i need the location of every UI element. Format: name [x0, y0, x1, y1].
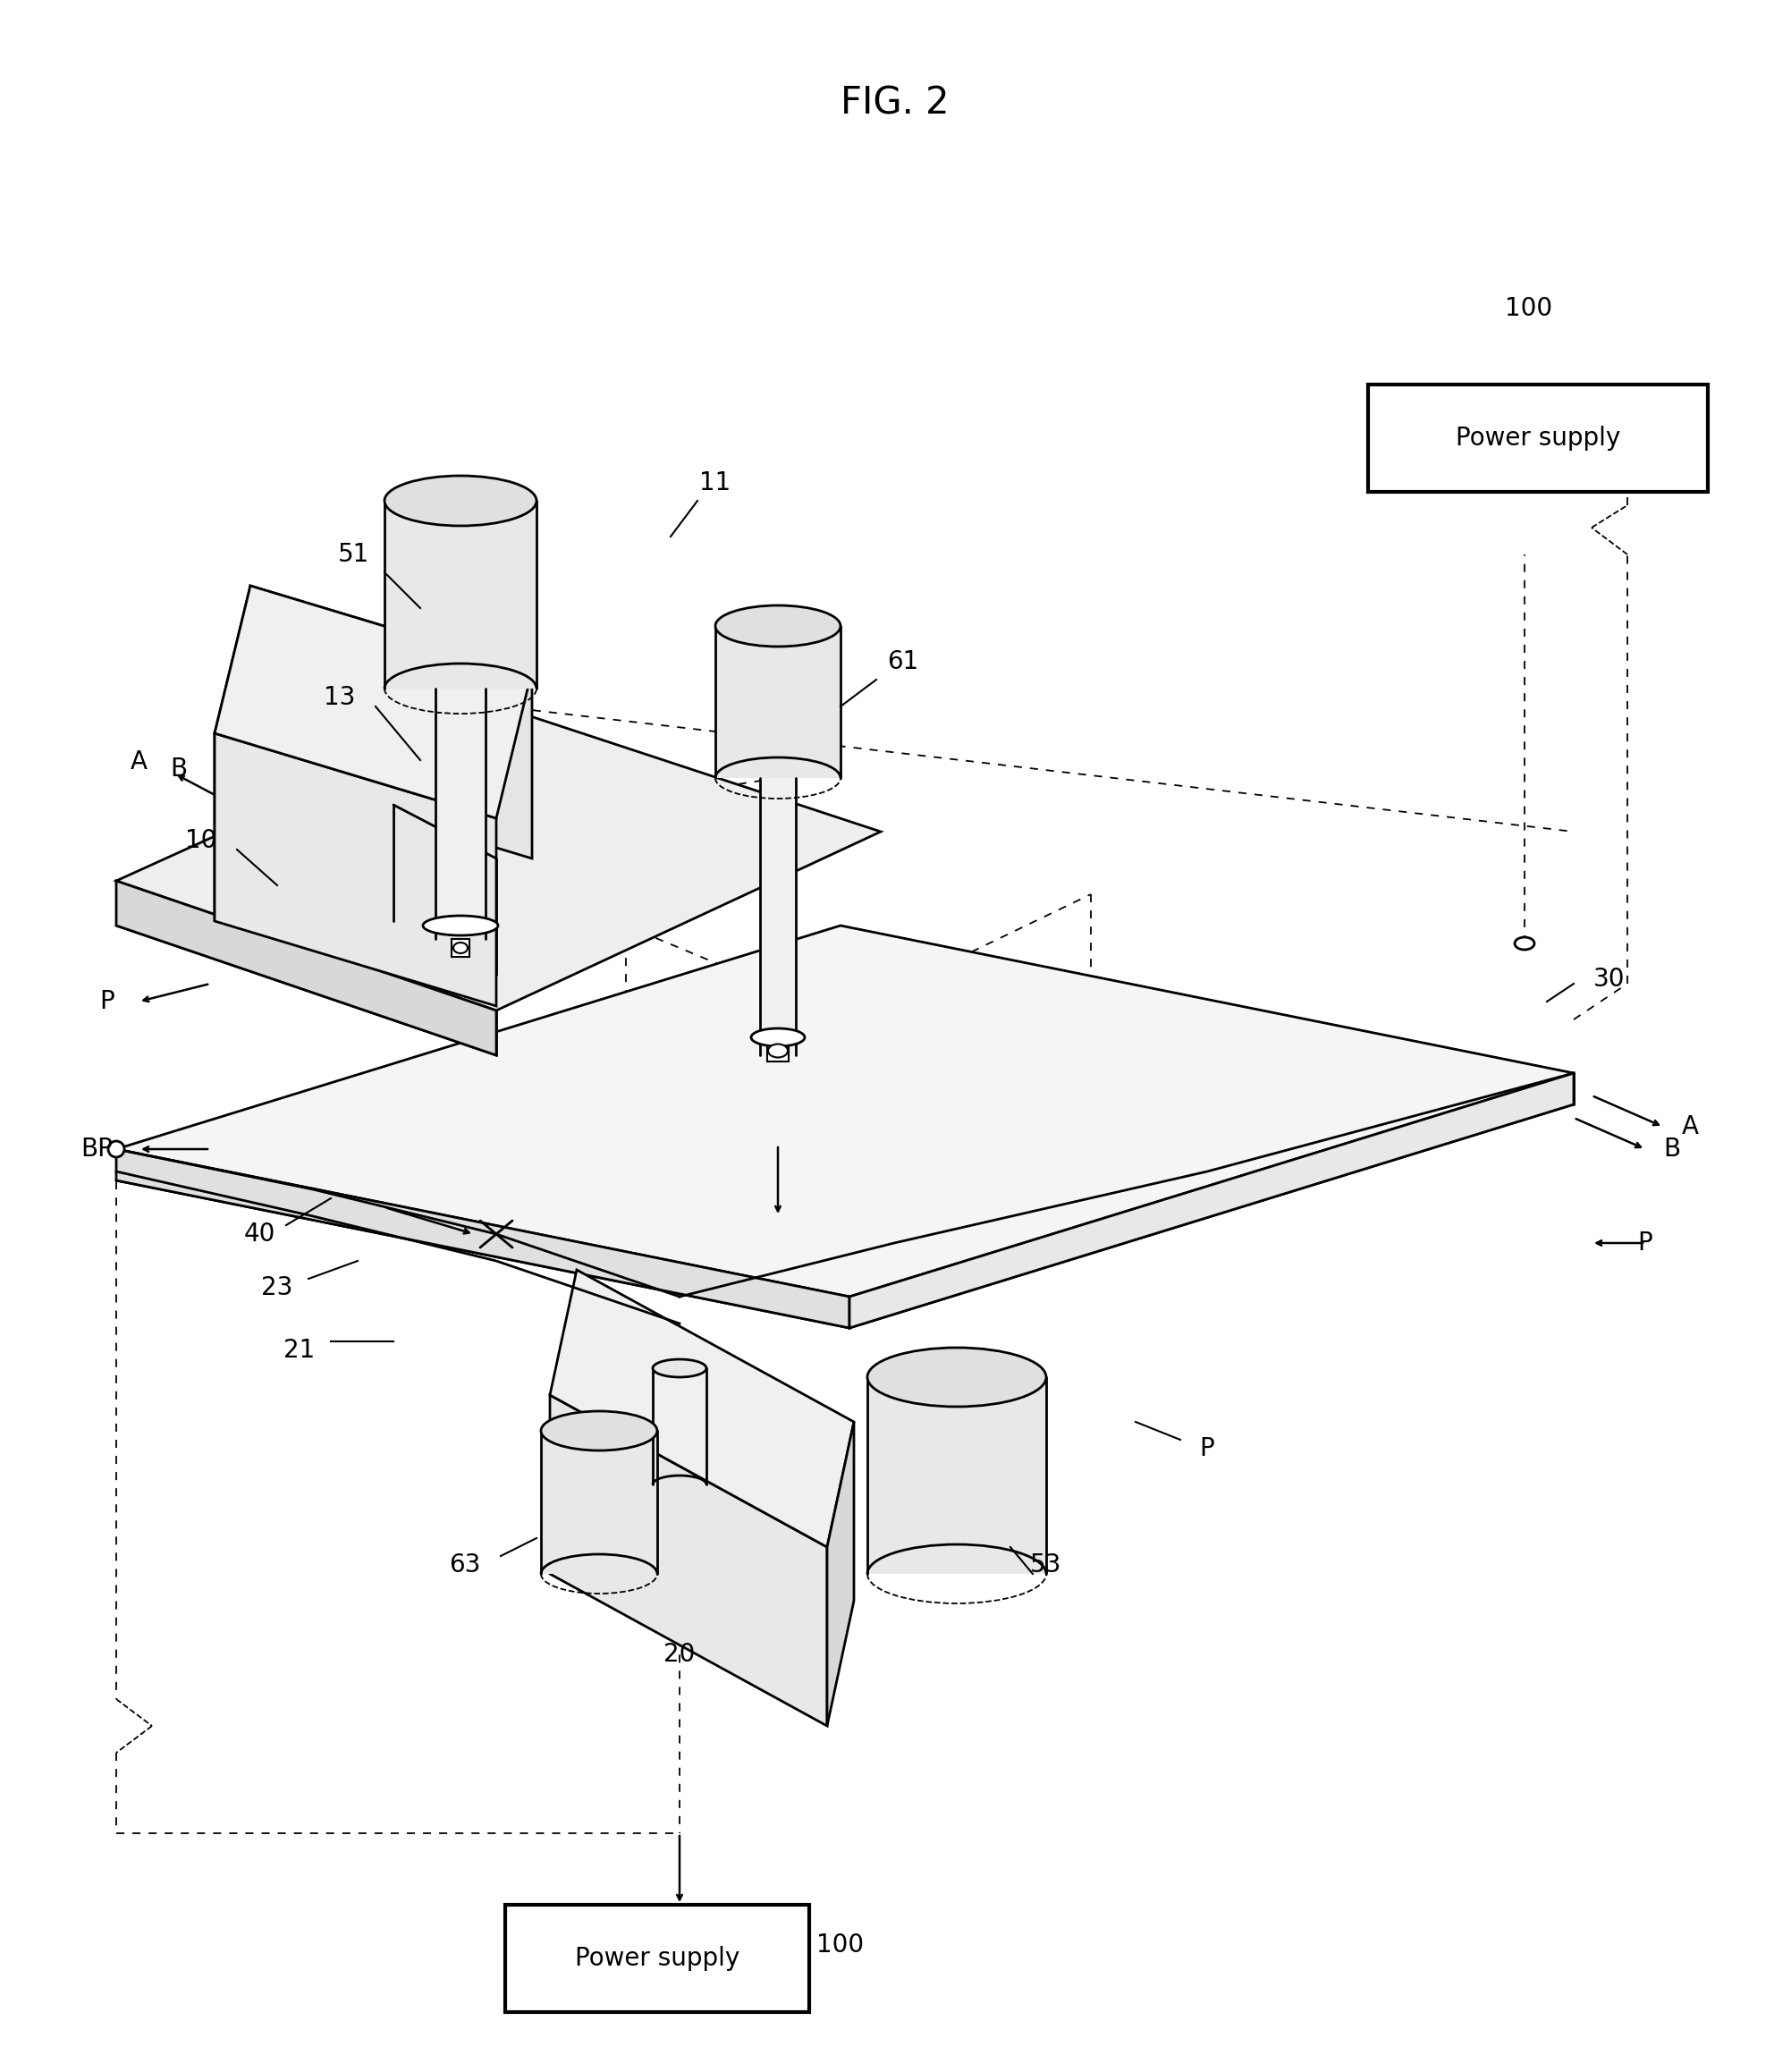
FancyBboxPatch shape: [451, 939, 469, 957]
Text: 10: 10: [186, 829, 217, 854]
Polygon shape: [116, 707, 881, 1011]
Ellipse shape: [768, 1044, 788, 1057]
Text: Power supply: Power supply: [575, 1946, 740, 1970]
Ellipse shape: [715, 605, 840, 646]
Polygon shape: [715, 626, 840, 777]
Ellipse shape: [385, 477, 537, 526]
Text: 61: 61: [887, 649, 919, 673]
Polygon shape: [827, 1421, 854, 1726]
Polygon shape: [541, 1432, 657, 1575]
Text: 100: 100: [817, 1933, 865, 1958]
Polygon shape: [215, 586, 532, 818]
Polygon shape: [116, 881, 496, 1055]
Ellipse shape: [423, 916, 498, 934]
Polygon shape: [550, 1270, 854, 1548]
Text: P: P: [100, 988, 115, 1013]
Text: A: A: [131, 750, 147, 775]
Polygon shape: [385, 501, 537, 688]
Text: 40: 40: [244, 1222, 276, 1247]
Text: 30: 30: [1594, 968, 1626, 992]
Text: B: B: [1664, 1138, 1680, 1162]
Text: 23: 23: [261, 1274, 294, 1301]
Polygon shape: [435, 688, 485, 926]
Text: 13: 13: [324, 686, 356, 711]
Text: Power supply: Power supply: [1456, 425, 1621, 452]
Text: P: P: [1637, 1231, 1653, 1256]
FancyBboxPatch shape: [505, 1904, 810, 2012]
Text: 100: 100: [1504, 296, 1553, 321]
FancyBboxPatch shape: [767, 1040, 788, 1061]
Text: 51: 51: [337, 543, 369, 568]
Ellipse shape: [750, 1028, 804, 1046]
Text: 11: 11: [700, 470, 731, 495]
Polygon shape: [116, 926, 1574, 1297]
Ellipse shape: [541, 1411, 657, 1450]
Ellipse shape: [1515, 937, 1535, 949]
Polygon shape: [867, 1378, 1046, 1575]
Ellipse shape: [867, 1347, 1046, 1407]
Text: 20: 20: [664, 1641, 695, 1666]
Polygon shape: [849, 1073, 1574, 1328]
Ellipse shape: [107, 1142, 124, 1156]
FancyBboxPatch shape: [1368, 385, 1709, 491]
Text: 53: 53: [1030, 1552, 1062, 1577]
Text: 63: 63: [450, 1552, 480, 1577]
Polygon shape: [251, 586, 532, 858]
Text: B: B: [170, 756, 188, 781]
Text: FIG. 2: FIG. 2: [840, 85, 949, 122]
Text: 21: 21: [283, 1339, 315, 1363]
Polygon shape: [550, 1394, 827, 1726]
Polygon shape: [116, 1150, 849, 1328]
Polygon shape: [215, 733, 496, 1007]
Text: A: A: [1682, 1115, 1698, 1140]
Ellipse shape: [453, 943, 467, 953]
Polygon shape: [215, 586, 251, 922]
Text: P: P: [1200, 1436, 1214, 1461]
Ellipse shape: [652, 1359, 706, 1378]
Text: BP: BP: [81, 1138, 113, 1162]
Polygon shape: [759, 777, 795, 1055]
